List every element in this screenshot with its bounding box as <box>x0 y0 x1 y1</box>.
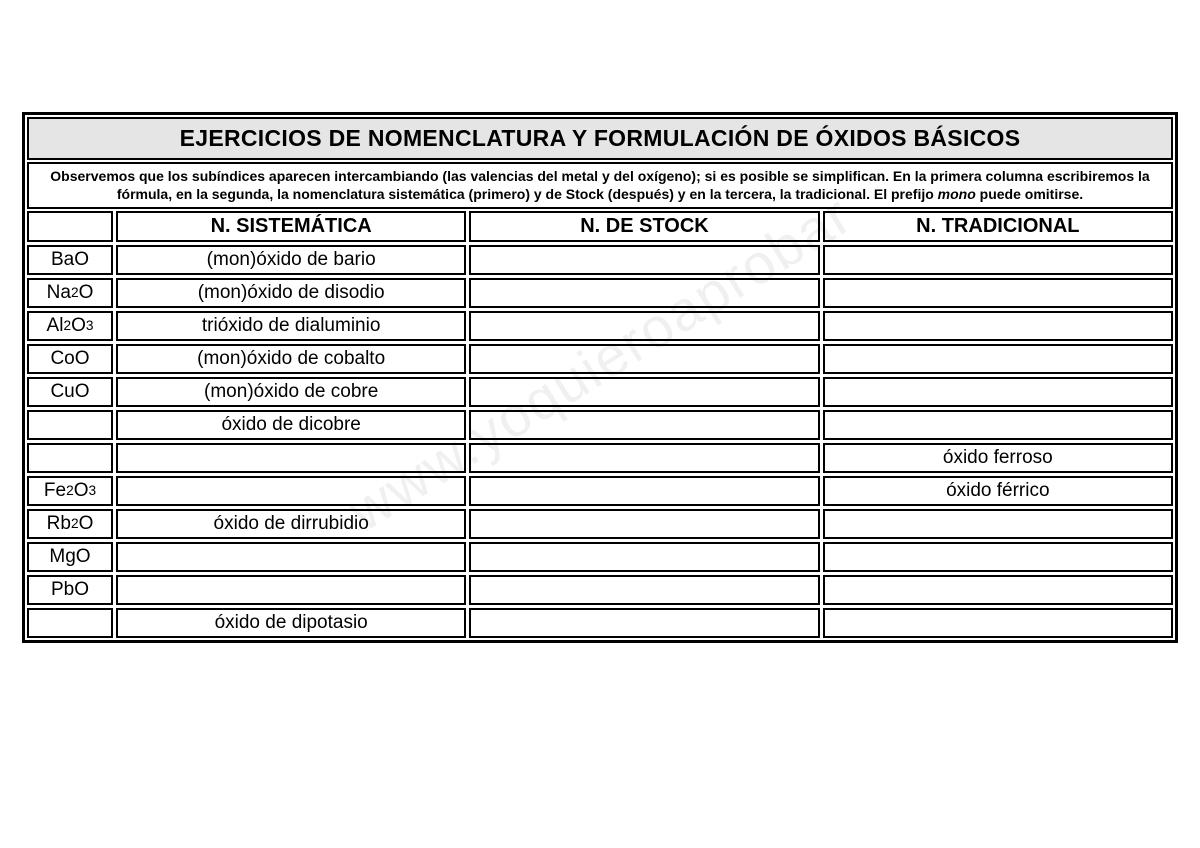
cell-tradicional <box>823 608 1173 638</box>
cell-sistematica: óxido de dipotasio <box>116 608 466 638</box>
cell-formula: Al2O3 <box>27 311 113 341</box>
cell-sistematica: (mon)óxido de cobre <box>116 377 466 407</box>
cell-formula: CuO <box>27 377 113 407</box>
cell-tradicional <box>823 542 1173 572</box>
table-row: CuO(mon)óxido de cobre <box>27 377 1173 407</box>
cell-sistematica: (mon)óxido de disodio <box>116 278 466 308</box>
instructions-mono: mono <box>938 186 976 202</box>
cell-formula: Rb2O <box>27 509 113 539</box>
cell-sistematica <box>116 443 466 473</box>
cell-tradicional: óxido ferroso <box>823 443 1173 473</box>
header-tradicional: N. TRADICIONAL <box>823 211 1173 242</box>
table-row: MgO <box>27 542 1173 572</box>
cell-stock <box>469 344 819 374</box>
cell-tradicional <box>823 509 1173 539</box>
header-sistematica: N. SISTEMÁTICA <box>116 211 466 242</box>
table-title: EJERCICIOS DE NOMENCLATURA Y FORMULACIÓN… <box>27 117 1173 160</box>
cell-stock <box>469 278 819 308</box>
cell-sistematica: (mon)óxido de bario <box>116 245 466 275</box>
table-grid: N. SISTEMÁTICA N. DE STOCK N. TRADICIONA… <box>27 211 1173 638</box>
cell-formula: MgO <box>27 542 113 572</box>
table-row: Rb2Oóxido de dirrubidio <box>27 509 1173 539</box>
cell-stock <box>469 608 819 638</box>
table-outer-frame: EJERCICIOS DE NOMENCLATURA Y FORMULACIÓN… <box>22 112 1178 643</box>
table-row: Fe2O3 óxido férrico <box>27 476 1173 506</box>
cell-formula: CoO <box>27 344 113 374</box>
cell-stock <box>469 377 819 407</box>
table-row: PbO <box>27 575 1173 605</box>
header-stock: N. DE STOCK <box>469 211 819 242</box>
cell-tradicional <box>823 245 1173 275</box>
table-header-row: N. SISTEMÁTICA N. DE STOCK N. TRADICIONA… <box>27 211 1173 242</box>
table-instructions: Observemos que los subíndices aparecen i… <box>27 162 1173 209</box>
cell-stock <box>469 575 819 605</box>
page-container: EJERCICIOS DE NOMENCLATURA Y FORMULACIÓN… <box>0 0 1200 643</box>
cell-tradicional <box>823 575 1173 605</box>
cell-stock <box>469 476 819 506</box>
table-row: Al2O3trióxido de dialuminio <box>27 311 1173 341</box>
cell-formula <box>27 410 113 440</box>
cell-stock <box>469 311 819 341</box>
table-row: óxido de dicobre <box>27 410 1173 440</box>
cell-stock <box>469 542 819 572</box>
cell-tradicional <box>823 344 1173 374</box>
cell-stock <box>469 410 819 440</box>
table-row: CoO(mon)óxido de cobalto <box>27 344 1173 374</box>
cell-sistematica <box>116 575 466 605</box>
table-row: óxido de dipotasio <box>27 608 1173 638</box>
cell-tradicional <box>823 311 1173 341</box>
cell-sistematica: óxido de dirrubidio <box>116 509 466 539</box>
cell-sistematica: (mon)óxido de cobalto <box>116 344 466 374</box>
table-row: BaO(mon)óxido de bario <box>27 245 1173 275</box>
cell-formula: Na2O <box>27 278 113 308</box>
cell-tradicional <box>823 278 1173 308</box>
cell-formula: BaO <box>27 245 113 275</box>
cell-sistematica: óxido de dicobre <box>116 410 466 440</box>
table-row: óxido ferroso <box>27 443 1173 473</box>
cell-stock <box>469 443 819 473</box>
cell-formula: Fe2O3 <box>27 476 113 506</box>
cell-sistematica <box>116 476 466 506</box>
table-row: Na2O(mon)óxido de disodio <box>27 278 1173 308</box>
cell-tradicional <box>823 410 1173 440</box>
cell-formula: PbO <box>27 575 113 605</box>
cell-formula <box>27 608 113 638</box>
cell-stock <box>469 509 819 539</box>
header-formula <box>27 211 113 242</box>
cell-tradicional: óxido férrico <box>823 476 1173 506</box>
cell-stock <box>469 245 819 275</box>
cell-sistematica: trióxido de dialuminio <box>116 311 466 341</box>
instructions-post: puede omitirse. <box>976 186 1083 202</box>
cell-sistematica <box>116 542 466 572</box>
cell-tradicional <box>823 377 1173 407</box>
cell-formula <box>27 443 113 473</box>
